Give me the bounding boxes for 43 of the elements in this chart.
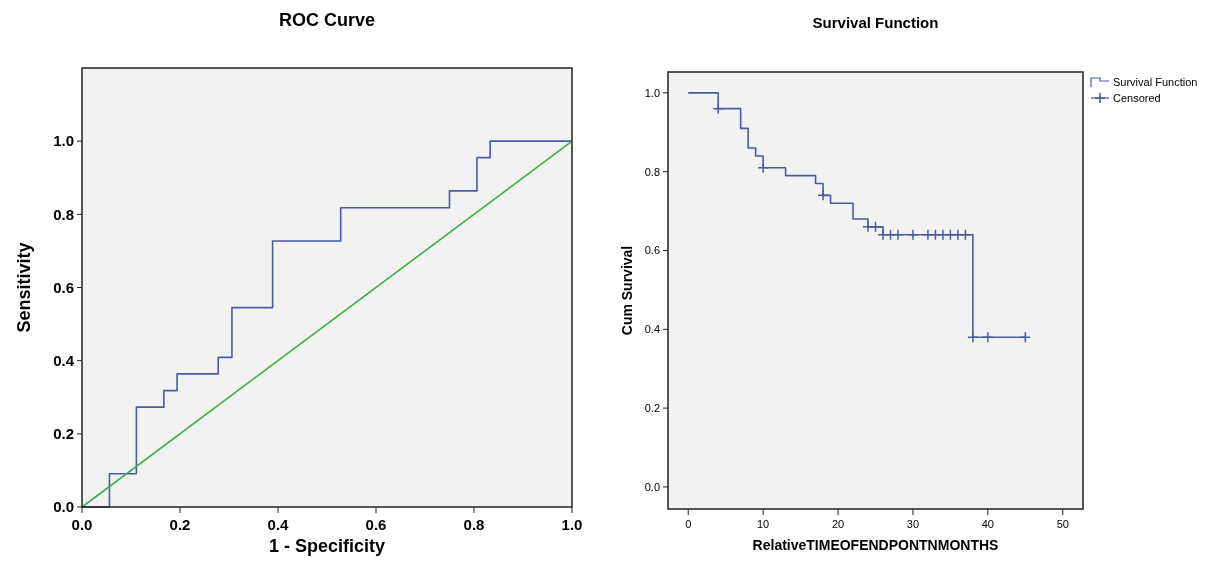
x-tick-label: 0 (685, 518, 692, 530)
y-tick-label: 1.0 (644, 86, 660, 99)
x-tick-label: 40 (981, 518, 994, 530)
point (712, 102, 724, 115)
y-tick-label: 0.6 (644, 244, 660, 257)
x-tick-label: 30 (906, 518, 920, 530)
point (982, 331, 994, 343)
y-tick-label: 0.8 (644, 165, 660, 178)
x-tick-label: 0.6 (365, 516, 387, 533)
x-tick-label: 0.4 (267, 516, 290, 533)
point (907, 228, 919, 241)
y-tick-label: 0.0 (53, 498, 74, 516)
legend-label: Censored (1113, 91, 1161, 104)
y-tick-label: 0.6 (53, 278, 74, 296)
point (817, 189, 829, 202)
x-axis-title: 1 - Specificity (268, 536, 386, 556)
y-axis-title: Sensitivity (14, 242, 34, 333)
x-tick-label: 1.0 (561, 516, 583, 533)
x-tick-label: 10 (757, 518, 770, 530)
y-tick-label: 0.8 (53, 205, 74, 223)
x-tick-label: 20 (831, 518, 845, 530)
y-tick-label: 0.0 (644, 480, 660, 493)
point (1019, 331, 1032, 343)
legend-label: Survival Function (1113, 75, 1198, 88)
point (757, 162, 769, 174)
point (862, 221, 874, 233)
x-tick-label: 0.2 (169, 516, 191, 533)
x-tick-label: 0.8 (463, 516, 485, 533)
point (892, 228, 904, 241)
y-tick-label: 0.2 (53, 425, 74, 443)
x-tick-label: 50 (1056, 518, 1069, 530)
chart-title: Survival Function (812, 14, 939, 31)
y-tick-label: 1.0 (53, 132, 74, 150)
point (959, 228, 972, 241)
line-series (81, 140, 573, 508)
x-tick-label: 0.0 (71, 516, 93, 533)
y-tick-label: 0.2 (644, 401, 660, 414)
y-axis-title: Cum Survival (619, 245, 635, 336)
point (967, 331, 979, 343)
x-axis-title: RelativeTIMEOFENDPONTNMONTHS (752, 537, 999, 553)
y-tick-label: 0.4 (53, 351, 75, 369)
chart-title: ROC Curve (278, 10, 376, 30)
y-tick-label: 0.4 (644, 323, 660, 336)
